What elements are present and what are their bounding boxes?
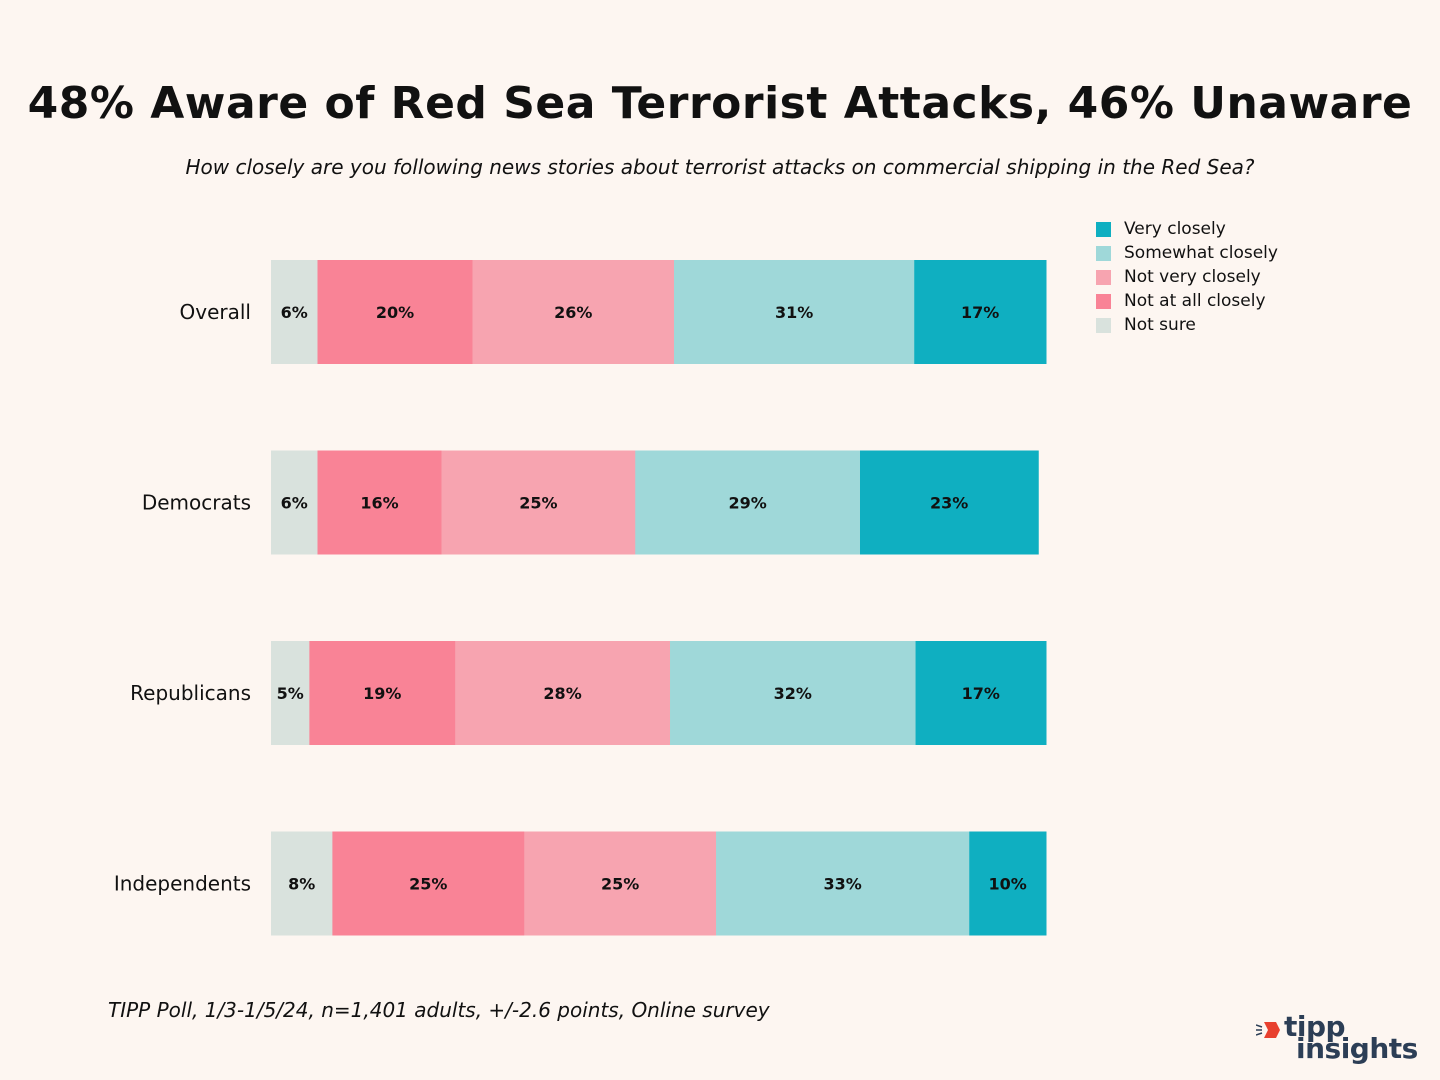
bar-segment (332, 831, 525, 936)
data-label: 29% (728, 494, 766, 513)
legend-swatch (1096, 293, 1111, 309)
bar-segment (635, 450, 861, 555)
data-label: 10% (988, 875, 1026, 894)
data-label: 6% (281, 303, 308, 322)
data-label: 25% (409, 875, 447, 894)
bar-segment (915, 641, 1047, 745)
legend-label: Not at all closely (1124, 291, 1266, 311)
category-label: Overall (180, 300, 251, 324)
bar-segment (674, 260, 915, 364)
bar-segment (271, 831, 333, 936)
bar-segment (317, 450, 442, 555)
bar-segment (914, 260, 1047, 364)
legend: Very closely Somewhat closely Not very c… (1096, 217, 1278, 337)
bar-segment (860, 450, 1039, 555)
data-label: 5% (277, 684, 304, 703)
data-label: 6% (281, 494, 308, 513)
bar-segment (969, 831, 1047, 936)
legend-item-not-very-closely: Not very closely (1096, 265, 1278, 289)
bar-segment (271, 260, 318, 364)
legend-item-somewhat-closely: Somewhat closely (1096, 241, 1278, 265)
legend-swatch (1096, 317, 1111, 333)
data-label: 20% (376, 303, 414, 322)
bar-segment (670, 641, 917, 745)
bar-segment (716, 831, 970, 936)
source-footnote: TIPP Poll, 1/3-1/5/24, n=1,401 adults, +… (108, 998, 770, 1022)
logo-arrow-icon (1256, 1022, 1280, 1038)
legend-item-not-sure: Not sure (1096, 313, 1278, 337)
bar-segment (441, 450, 636, 555)
legend-swatch (1096, 269, 1111, 285)
chart-title: 48% Aware of Red Sea Terrorist Attacks, … (27, 78, 1413, 129)
legend-item-very-closely: Very closely (1096, 217, 1278, 241)
legend-swatch (1096, 221, 1111, 237)
data-label: 17% (961, 303, 999, 322)
legend-label: Not very closely (1124, 267, 1261, 287)
legend-label: Very closely (1124, 219, 1226, 239)
data-label: 25% (519, 494, 557, 513)
data-label: 32% (774, 684, 812, 703)
data-label: 28% (543, 684, 581, 703)
logo-text-tipp: tipp (1284, 1010, 1346, 1043)
category-label: Independents (114, 872, 251, 896)
logo-text-insights: insights (1296, 1032, 1418, 1065)
bar-segment (271, 641, 310, 745)
bar-segment (309, 641, 456, 745)
data-label: 26% (554, 303, 592, 322)
bar-segment (317, 260, 473, 364)
legend-swatch (1096, 245, 1111, 261)
bar-segment (524, 831, 717, 936)
bar-segment (455, 641, 671, 745)
data-label: 16% (360, 494, 398, 513)
bar-segment (271, 450, 318, 555)
tipp-insights-logo: tipp insights (1256, 1010, 1418, 1068)
bar-segment (472, 260, 675, 364)
data-label: 23% (930, 494, 968, 513)
data-label: 19% (363, 684, 401, 703)
category-label: Republicans (130, 681, 251, 705)
chart-subtitle: How closely are you following news stori… (185, 155, 1255, 179)
legend-label: Somewhat closely (1124, 243, 1278, 263)
data-label: 33% (824, 875, 862, 894)
data-label: 25% (601, 875, 639, 894)
legend-label: Not sure (1124, 315, 1196, 335)
data-label: 8% (288, 875, 315, 894)
data-label: 17% (962, 684, 1000, 703)
legend-item-not-at-all-closely: Not at all closely (1096, 289, 1278, 313)
data-label: 31% (775, 303, 813, 322)
category-label: Democrats (142, 491, 251, 515)
